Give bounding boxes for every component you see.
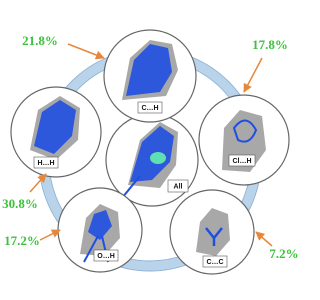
panel-label: C…C xyxy=(206,259,223,266)
percent-label: 17.2% xyxy=(4,233,40,248)
arrow xyxy=(39,229,61,241)
panel-label: C…H xyxy=(141,105,158,112)
panel: Cl…H xyxy=(198,94,290,186)
center-panel: All xyxy=(105,113,199,207)
percent-label: 21.8% xyxy=(22,33,58,48)
percent-label: 7.2% xyxy=(269,246,298,261)
panel-label: O…H xyxy=(97,253,115,260)
panel-label: All xyxy=(174,183,183,190)
arrow xyxy=(255,231,273,247)
panel: O…H xyxy=(57,187,143,273)
panel: C…C xyxy=(169,189,255,275)
percent-label: 30.8% xyxy=(2,196,38,211)
figure: All C…H Cl…H C…C O…H H…H xyxy=(2,29,299,275)
panel: H…H xyxy=(10,86,102,178)
panel-label: H…H xyxy=(37,160,54,167)
panel-label: Cl…H xyxy=(232,158,251,165)
percent-label: 17.8% xyxy=(252,37,288,52)
arrow xyxy=(67,43,105,60)
arrow xyxy=(243,57,263,93)
arrow xyxy=(29,173,47,193)
panel: C…H xyxy=(103,29,197,123)
